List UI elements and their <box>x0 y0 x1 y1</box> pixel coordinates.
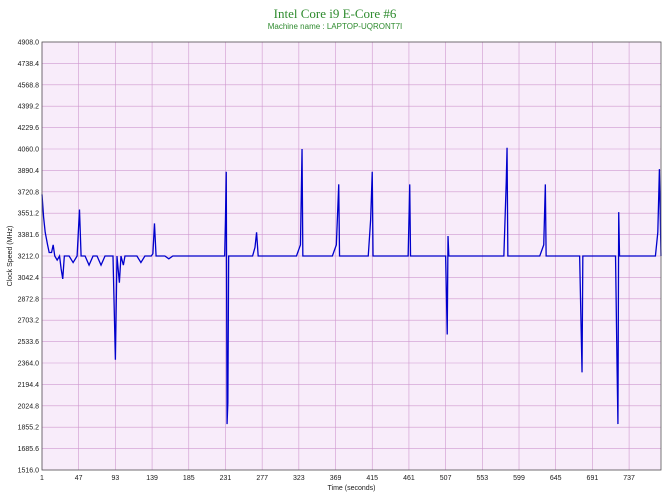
y-tick-label: 4399.2 <box>18 104 40 111</box>
y-tick-label: 3381.6 <box>18 232 40 239</box>
x-tick-label: 415 <box>366 475 378 482</box>
y-tick-label: 4908.0 <box>18 40 40 47</box>
chart-subtitle: Machine name : LAPTOP-UQRONT7I <box>267 22 403 31</box>
x-tick-label: 1 <box>40 475 44 482</box>
x-axis-label: Time (seconds) <box>328 485 376 492</box>
x-tick-label: 553 <box>476 475 488 482</box>
plot-frame <box>41 41 662 471</box>
x-tick-label: 323 <box>293 475 305 482</box>
x-tick-label: 185 <box>183 475 195 482</box>
y-axis-ticks: 1516.0 1685.6 1855.2 2024.8 2194.4 2364.0 2533… <box>18 40 40 475</box>
x-tick-label: 47 <box>75 475 83 482</box>
x-tick-label: 277 <box>256 475 268 482</box>
y-axis-label: Clock Speed (MHz) <box>7 226 14 287</box>
x-axis-ticks: 1 47 93 139 185 231 277 323 369 415 461 507 553 599 64… <box>40 475 635 482</box>
x-tick-label: 139 <box>146 475 158 482</box>
y-tick-label: 1685.6 <box>18 446 40 453</box>
x-tick-label: 93 <box>111 475 119 482</box>
y-tick-label: 2872.8 <box>18 296 40 303</box>
y-tick-label: 3551.2 <box>18 211 40 218</box>
y-tick-label: 4738.4 <box>18 61 40 68</box>
y-tick-label: 4229.6 <box>18 125 40 132</box>
y-tick-label: 4060.0 <box>18 147 40 154</box>
x-tick-label: 599 <box>513 475 525 482</box>
x-tick-label: 231 <box>220 475 232 482</box>
x-tick-label: 507 <box>440 475 452 482</box>
y-tick-label: 2703.2 <box>18 318 40 325</box>
y-tick-label: 3720.8 <box>18 189 40 196</box>
y-tick-label: 2533.6 <box>18 339 40 346</box>
x-tick-label: 737 <box>623 475 635 482</box>
y-tick-label: 3042.4 <box>18 275 40 282</box>
x-tick-label: 461 <box>403 475 415 482</box>
x-tick-label: 369 <box>330 475 342 482</box>
x-tick-label: 645 <box>550 475 562 482</box>
y-tick-label: 2024.8 <box>18 403 40 410</box>
x-tick-label: 691 <box>587 475 599 482</box>
y-tick-label: 3212.0 <box>18 254 40 261</box>
series-line <box>41 147 662 425</box>
y-tick-label: 2364.0 <box>18 361 40 368</box>
y-tick-label: 3890.4 <box>18 168 40 175</box>
chart-title: Intel Core i9 E-Core #6 <box>273 6 397 21</box>
y-tick-label: 1855.2 <box>18 425 40 432</box>
y-tick-label: 1516.0 <box>18 468 40 475</box>
y-tick-label: 4568.8 <box>18 82 40 89</box>
y-tick-label: 2194.4 <box>18 382 40 389</box>
